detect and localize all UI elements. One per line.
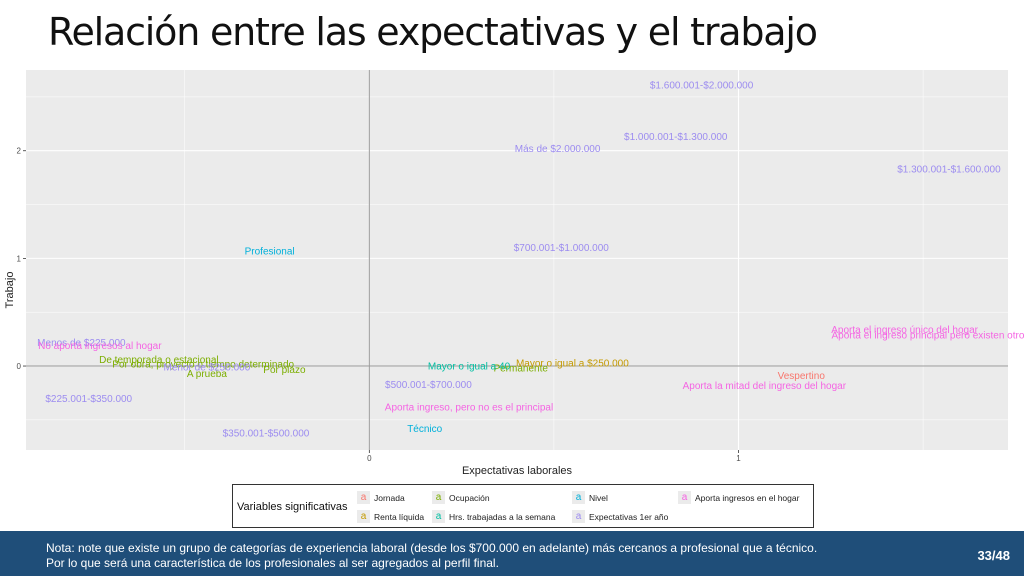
point-label: $1.300.001-$1.600.000 [897,165,1001,176]
point-label: Mayor o igual a 40 [428,362,511,373]
page-number: 33/48 [977,548,1010,563]
point-label: $1.000.001-$1.300.000 [624,132,728,143]
legend-item-label: Expectativas 1er año [589,511,669,522]
legend-item-horas: a Hrs. trabajadas a la semana [432,510,555,523]
legend-key: a [572,510,585,523]
point-label: Menor de $250.000 [164,363,251,374]
point-label: De temporada o estacional [99,355,219,366]
legend-key: a [357,491,370,504]
point-label: Aporta ingreso, pero no es el principal [385,402,553,413]
point-label: Aporta el ingreso principal pero existen… [832,330,1024,341]
plot-panel [26,70,1008,450]
y-tick-label: 0 [17,362,22,371]
footer-note-line-1: Nota: note que existe un grupo de catego… [46,541,818,555]
point-label: $1.600.001-$2.000.000 [650,81,754,92]
legend-key: a [678,491,691,504]
legend-item-renta: a Renta líquida [357,510,424,523]
x-tick-label: 1 [736,454,741,463]
point-label: Profesional [245,246,295,257]
point-label: No aporta ingresos al hogar [38,341,162,352]
footer-note-line-2: Por lo que será una característica de lo… [46,556,499,570]
slide-title: Relación entre las expectativas y el tra… [48,10,818,54]
x-tick-label: 0 [367,454,372,463]
legend-item-label: Jornada [374,492,405,503]
point-label: Aporta la mitad del ingreso del hogar [683,381,847,392]
chart-legend: Variables significativas a Jornada a Ren… [232,484,814,528]
legend-key: a [357,510,370,523]
point-label: Permanente [493,364,548,375]
y-tick-label: 2 [17,147,22,156]
legend-item-label: Hrs. trabajadas a la semana [449,511,556,522]
legend-title: Variables significativas [237,501,348,513]
point-label: Menos de $225.000 [37,338,126,349]
legend-item-ocupacion: a Ocupación [432,491,490,504]
legend-item-label: Ocupación [449,492,490,503]
legend-item-nivel: a Nivel [572,491,608,504]
legend-item-label: Nivel [589,492,608,503]
legend-key: a [432,510,445,523]
point-label: Vespertino [778,371,826,382]
legend-item-label: Aporta ingresos en el hogar [695,492,800,503]
point-label: Por plazo [263,365,306,376]
point-label: Técnico [407,424,442,435]
grid-lines [26,70,1008,450]
legend-item-expectativas: a Expectativas 1er año [572,510,668,523]
legend-key: a [432,491,445,504]
point-label: $700.001-$1.000.000 [514,243,610,254]
point-label: $500.001-$700.000 [385,380,472,391]
point-label: $350.001-$500.000 [223,428,310,439]
point-label: Mayor o igual a $250.000 [516,358,629,369]
legend-item-aporta: a Aporta ingresos en el hogar [678,491,799,504]
point-label: Más de $2.000.000 [515,144,601,155]
footer-note: Nota: note que existe un grupo de catego… [46,541,946,571]
point-label: $225.001-$350.000 [45,394,132,405]
legend-item-jornada: a Jornada [357,491,405,504]
point-label: A prueba [187,369,227,380]
x-axis-title: Expectativas laborales [462,465,573,477]
footer-bar: Nota: note que existe un grupo de catego… [0,531,1024,576]
legend-item-label: Renta líquida [374,511,425,522]
legend-key: a [572,491,585,504]
point-label: Aporta el ingreso único del hogar [831,325,978,336]
y-axis-title: Trabajo [4,272,16,309]
point-label: Por obra, proyecto o tiempo determinado [112,359,294,370]
axis-ticks: 0 1 0 1 2 [17,147,742,463]
y-tick-label: 1 [17,254,22,263]
